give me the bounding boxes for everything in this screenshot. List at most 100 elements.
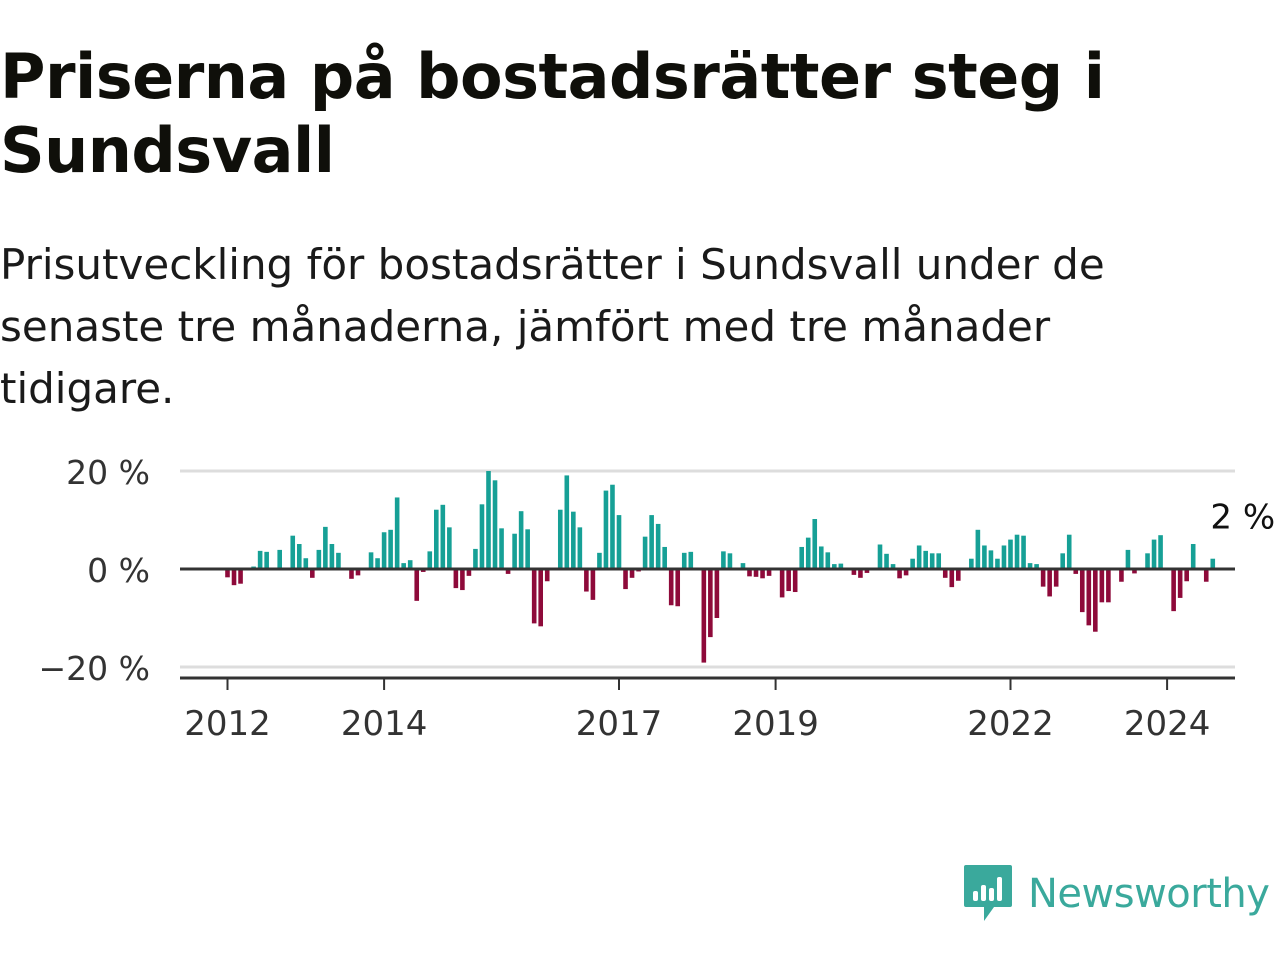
bar — [923, 550, 928, 569]
bar — [277, 549, 282, 569]
bar — [1119, 569, 1124, 582]
bar — [1034, 564, 1039, 569]
bar — [1151, 539, 1157, 569]
bar — [890, 564, 896, 569]
bar — [832, 564, 837, 569]
bar — [499, 528, 504, 569]
bar — [956, 569, 961, 581]
bar — [394, 497, 400, 569]
bar — [818, 546, 824, 569]
bar — [975, 529, 981, 569]
bar — [1021, 535, 1026, 569]
x-tick-label: 2017 — [576, 704, 663, 744]
bar — [727, 553, 733, 569]
bar — [760, 569, 765, 579]
bar — [1086, 569, 1092, 626]
bar — [1040, 569, 1046, 587]
x-tick-label: 2014 — [341, 704, 428, 744]
bar — [466, 569, 472, 576]
bar — [721, 551, 726, 569]
bar — [675, 569, 681, 607]
bar — [629, 569, 635, 578]
bar — [753, 569, 759, 577]
bar — [329, 544, 335, 569]
bar — [779, 569, 785, 598]
bar — [969, 558, 974, 569]
bar — [1190, 544, 1196, 569]
bar — [942, 569, 948, 578]
bar — [1132, 569, 1137, 574]
bar — [858, 569, 863, 578]
x-axis-ticks: 2012 2014 2017 2019 2022 2024 — [184, 678, 1210, 744]
bar — [381, 532, 387, 569]
bar — [531, 569, 537, 624]
bar — [825, 552, 831, 569]
bar — [231, 569, 237, 586]
x-tick-label: 2022 — [967, 704, 1054, 744]
bar — [473, 548, 478, 569]
bar — [225, 569, 230, 578]
bar — [740, 563, 746, 569]
bar — [649, 515, 654, 569]
y-axis-labels: 20 % 0 % −20 % — [39, 453, 151, 688]
bar — [518, 511, 524, 569]
bar — [766, 569, 772, 576]
bar — [982, 545, 987, 569]
last-value-label: 2 % — [1210, 498, 1275, 538]
bar — [681, 552, 687, 569]
bar — [851, 569, 857, 575]
bar — [616, 515, 622, 569]
bar — [668, 569, 674, 606]
bar — [786, 569, 791, 592]
bar — [916, 545, 922, 569]
bar — [910, 558, 915, 569]
bar — [1079, 569, 1085, 613]
bar — [323, 526, 328, 569]
bar — [1184, 569, 1189, 582]
bar — [662, 546, 667, 569]
bar — [368, 552, 374, 569]
bar — [557, 509, 563, 569]
bar — [1066, 534, 1072, 569]
bar — [434, 509, 439, 569]
bar-chart: 20 % 0 % −20 % 2012 2014 2017 2019 2022 2024 2 … — [39, 453, 1276, 744]
bar — [316, 549, 322, 569]
bar — [349, 569, 354, 579]
chart-subtitle: Prisutveckling för bostadsrätter i Sunds… — [0, 240, 1105, 413]
bar — [838, 563, 844, 569]
bar — [610, 484, 615, 569]
bar — [486, 471, 491, 569]
bar — [1073, 569, 1079, 574]
bar — [949, 569, 955, 588]
bar — [603, 490, 609, 569]
bar — [1053, 569, 1059, 587]
bar — [812, 519, 818, 569]
bar — [447, 527, 452, 569]
bar — [688, 551, 694, 569]
bar — [1060, 553, 1065, 569]
bar — [336, 552, 341, 569]
bar — [505, 569, 511, 574]
bar — [355, 569, 361, 576]
bar — [936, 553, 942, 569]
bar — [290, 535, 296, 569]
bar — [1203, 569, 1209, 582]
bar — [747, 569, 752, 577]
bar — [453, 569, 459, 589]
chart-title: Priserna på bostadsrätter steg i Sundsva… — [0, 40, 1105, 187]
bar — [1001, 545, 1007, 569]
bar — [1008, 539, 1013, 569]
bar — [571, 511, 576, 569]
bar — [714, 569, 720, 618]
bar — [995, 558, 1000, 569]
x-tick-label: 2019 — [732, 704, 819, 744]
x-tick-label: 2012 — [184, 704, 271, 744]
bar — [264, 551, 269, 569]
bar — [623, 569, 628, 590]
bar — [427, 551, 433, 569]
y-tick-label: 0 % — [87, 551, 150, 590]
bar — [388, 529, 393, 569]
brand-name: Newsworthy — [1028, 871, 1270, 917]
bar — [897, 569, 902, 579]
bar — [597, 552, 602, 569]
